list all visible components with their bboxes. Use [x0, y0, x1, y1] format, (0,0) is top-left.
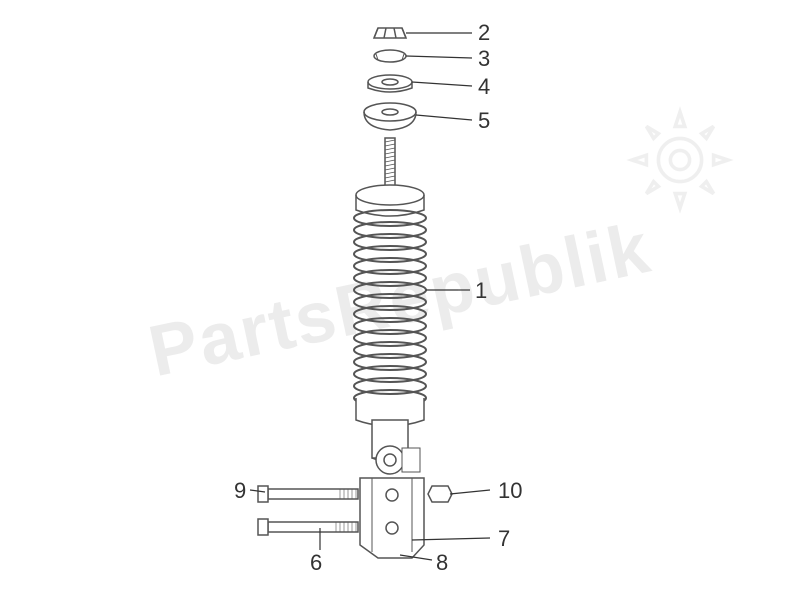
label-4: 4 — [478, 74, 490, 100]
shock-absorber-diagram — [0, 0, 800, 600]
diagram-container: PartsRepublik 1 2 3 4 5 6 7 8 9 10 — [0, 0, 800, 600]
label-8: 8 — [436, 550, 448, 576]
label-9: 9 — [234, 478, 246, 504]
label-7: 7 — [498, 526, 510, 552]
label-5: 5 — [478, 108, 490, 134]
label-3: 3 — [478, 46, 490, 72]
label-1: 1 — [475, 278, 487, 304]
label-10: 10 — [498, 478, 522, 504]
label-2: 2 — [478, 20, 490, 46]
label-6: 6 — [310, 550, 322, 576]
